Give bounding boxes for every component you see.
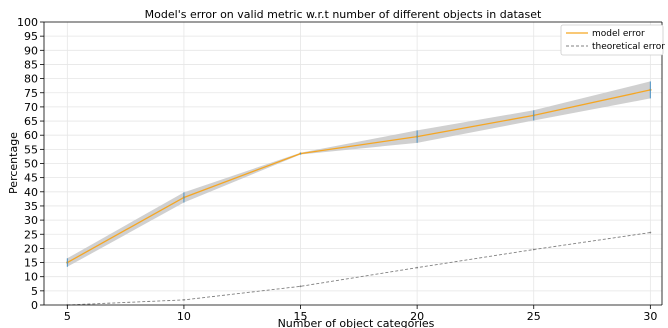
y-tick-label: 15 [24, 257, 38, 270]
theoretical-error-line [67, 232, 651, 306]
theoretical-error-point [299, 285, 302, 288]
x-tick-label: 10 [177, 310, 191, 323]
error-bars [66, 81, 651, 267]
legend-label-theoretical-error: theoretical error [592, 42, 665, 52]
y-tick-label: 10 [24, 271, 38, 284]
model-error-line [67, 89, 651, 264]
x-tick-label: 15 [294, 310, 308, 323]
error-band [67, 81, 651, 267]
y-tick-label: 85 [24, 58, 38, 71]
model-error-confidence-band [67, 81, 651, 267]
x-tick-label: 5 [64, 310, 71, 323]
chart-title: Model's error on valid metric w.r.t numb… [145, 8, 542, 21]
y-tick-label: 75 [24, 87, 38, 100]
legend: model error theoretical error [560, 24, 665, 56]
y-tick-label: 40 [24, 186, 38, 199]
theoretical-error-point [532, 248, 535, 251]
x-tick-label: 25 [527, 310, 541, 323]
y-tick-label: 100 [17, 16, 38, 29]
y-tick-label: 30 [24, 214, 38, 227]
x-tick-label: 30 [643, 310, 657, 323]
grid [44, 21, 662, 306]
axes [40, 21, 663, 309]
legend-label-model-error: model error [592, 29, 645, 39]
x-tick-label: 20 [410, 310, 424, 323]
y-tick-label: 95 [24, 30, 38, 43]
y-tick-label: 65 [24, 115, 38, 128]
y-tick-label: 25 [24, 228, 38, 241]
y-tick-label: 0 [31, 299, 38, 312]
y-tick-label: 80 [24, 73, 38, 86]
y-tick-label: 35 [24, 200, 38, 213]
y-tick-label: 20 [24, 242, 38, 255]
y-tick-label: 45 [24, 172, 38, 185]
theoretical-error-point [649, 231, 652, 234]
y-tick-label: 90 [24, 44, 38, 57]
theoretical-error-point [183, 299, 185, 301]
x-tick-labels: 5 10 15 20 25 30 [64, 310, 658, 323]
y-tick-label: 5 [31, 285, 38, 298]
y-tick-label: 50 [24, 158, 38, 171]
theoretical-error-point [416, 266, 419, 269]
y-tick-label: 70 [24, 101, 38, 114]
y-axis-label: Percentage [7, 132, 20, 194]
x-axis-label: Number of object categories [278, 317, 435, 328]
y-tick-label: 60 [24, 129, 38, 142]
y-tick-label: 55 [24, 143, 38, 156]
